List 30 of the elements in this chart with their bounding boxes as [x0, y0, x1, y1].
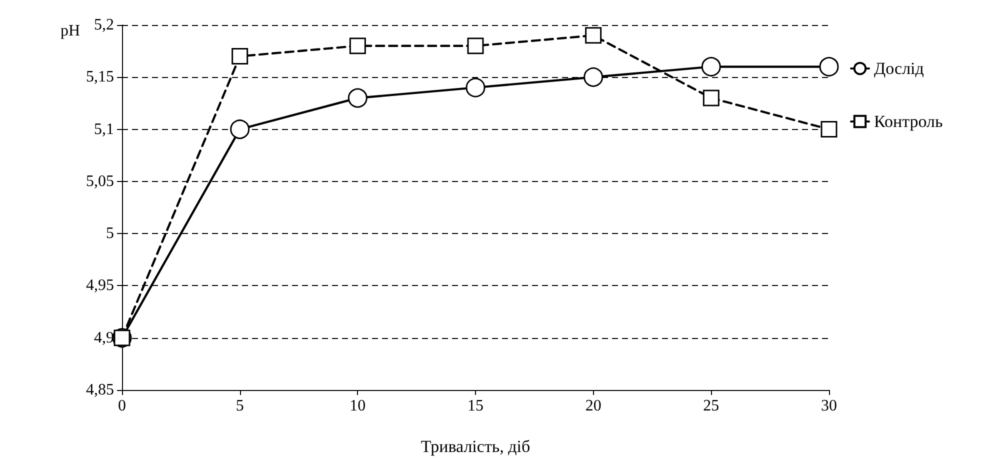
y-tick-label: 4,95 — [86, 277, 114, 294]
point — [467, 38, 484, 54]
point — [348, 88, 368, 108]
x-axis-title: Тривалість, діб — [420, 437, 530, 456]
y-axis-title: pH — [60, 22, 80, 40]
point — [702, 90, 720, 106]
y-tick-label: 5 — [106, 225, 114, 242]
y-tick-label: 4,85 — [86, 382, 114, 398]
x-tick-label: 10 — [350, 398, 366, 414]
y-tick-label: 5,05 — [86, 172, 114, 190]
y-tick-label: 5,15 — [86, 68, 114, 86]
y-tick-label: 5,1 — [94, 120, 114, 138]
x-tick-label: 15 — [468, 398, 484, 414]
y-tick-label: 5,2 — [94, 16, 114, 34]
legend-label: Контроль — [874, 112, 943, 131]
legend-label: Дослід — [874, 59, 924, 78]
point — [585, 27, 602, 44]
point — [820, 121, 838, 138]
x-tick-label: 0 — [118, 398, 126, 414]
point — [230, 120, 250, 140]
x-tick-label: 5 — [236, 398, 244, 414]
point — [232, 48, 248, 65]
point — [584, 67, 604, 87]
point — [819, 56, 839, 76]
point — [701, 56, 721, 76]
x-tick-label: 25 — [703, 398, 720, 414]
point — [349, 38, 366, 54]
x-tick-label: 20 — [585, 398, 602, 414]
x-tick-label: 30 — [821, 398, 837, 414]
point — [466, 78, 486, 98]
